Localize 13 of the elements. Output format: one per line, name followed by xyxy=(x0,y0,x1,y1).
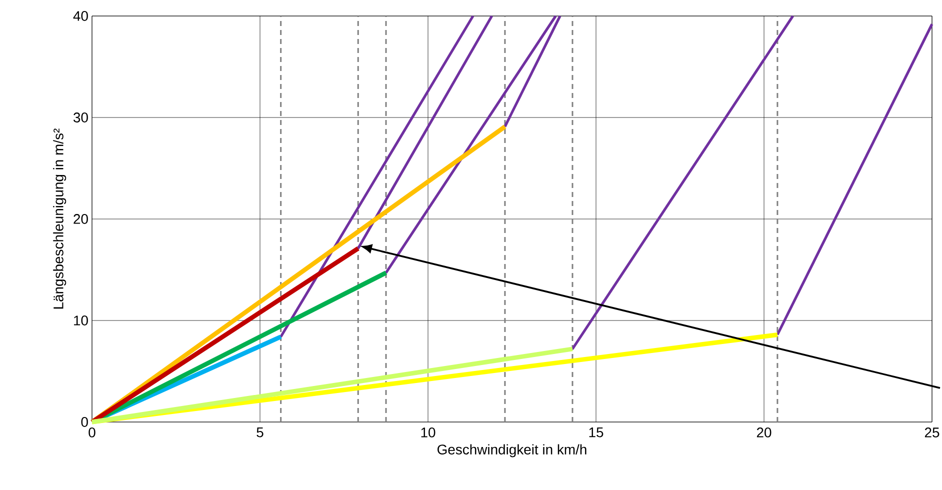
y-tick-label: 0 xyxy=(81,417,88,427)
x-tick-label: 5 xyxy=(256,428,264,438)
y-axis-title: Längsbeschleunigung in m/s² xyxy=(53,128,66,309)
y-tick-label: 10 xyxy=(74,316,88,326)
x-tick-label: 20 xyxy=(756,428,772,438)
x-axis-title: Geschwindigkeit in km/h xyxy=(438,444,586,458)
x-tick-label: 15 xyxy=(589,428,604,438)
x-tick-label: 0 xyxy=(88,428,96,438)
x-tick-label: 25 xyxy=(924,428,940,438)
x-tick-label: 10 xyxy=(421,428,436,438)
y-tick-label: 20 xyxy=(74,214,88,224)
y-tick-label: 40 xyxy=(73,11,88,21)
y-tick-label: 30 xyxy=(73,112,88,122)
